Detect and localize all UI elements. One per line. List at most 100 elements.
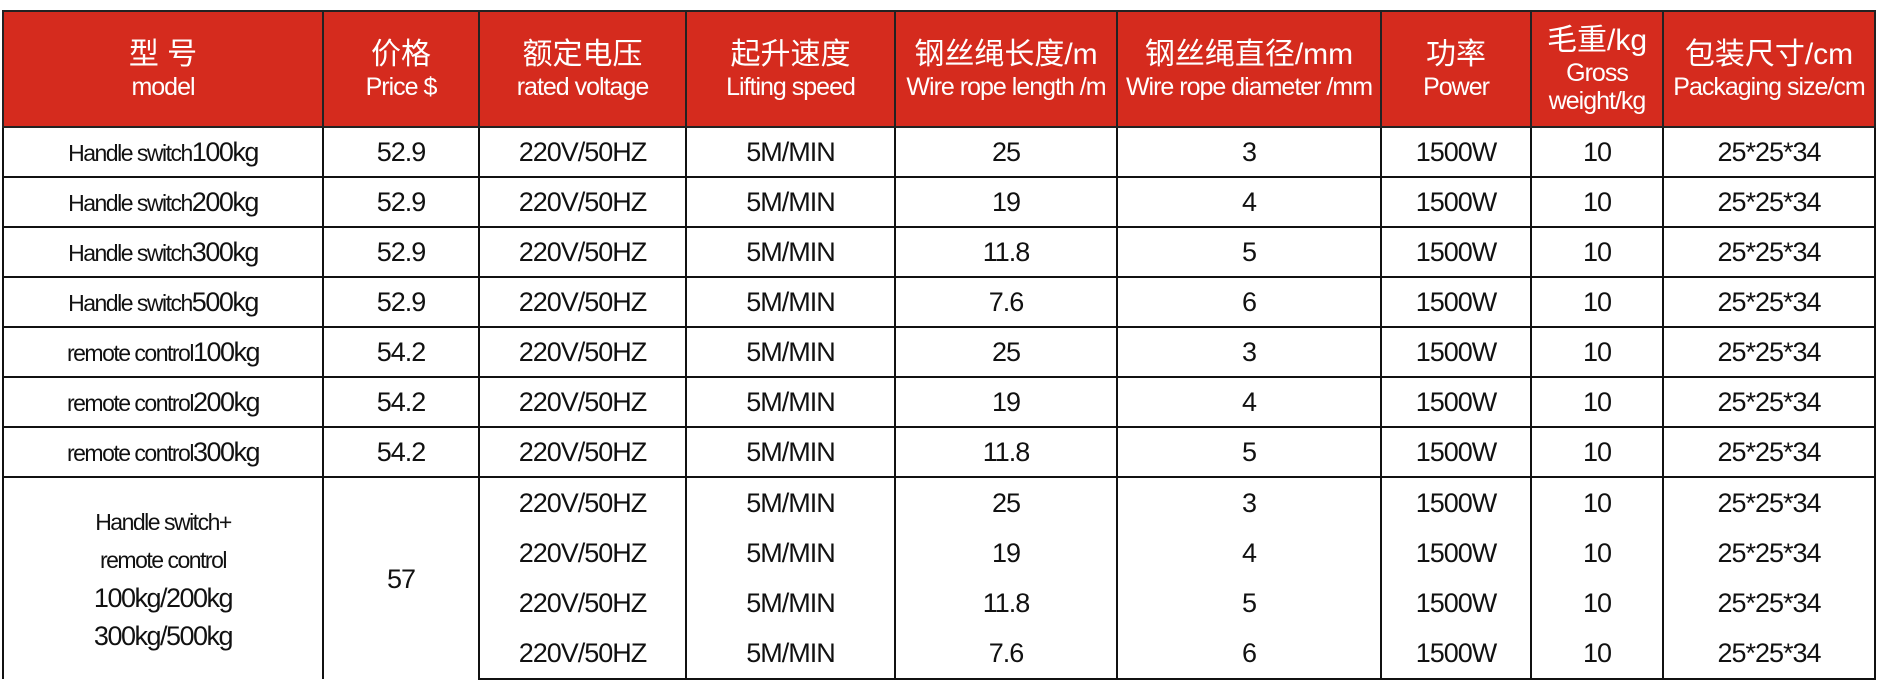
table-row: 220V/50HZ 5M/MIN 7.6 6 1500W 10 25*25*34 bbox=[3, 628, 1876, 680]
cell-length: 25 bbox=[894, 326, 1118, 378]
cell-length: 7.6 bbox=[894, 276, 1118, 328]
cell-speed: 5M/MIN bbox=[685, 426, 896, 478]
cell-speed: 5M/MIN bbox=[685, 326, 896, 378]
cell-weight: 10 bbox=[1530, 628, 1664, 680]
cell-diameter: 5 bbox=[1116, 226, 1382, 278]
cell-weight: 10 bbox=[1530, 226, 1664, 278]
cell-model: Handle switch200kg bbox=[2, 176, 324, 228]
cell-size: 25*25*34 bbox=[1662, 426, 1876, 478]
cell-length: 19 bbox=[894, 528, 1118, 578]
column-header-price: 价格 Price $ bbox=[322, 10, 480, 128]
cell-size: 25*25*34 bbox=[1662, 476, 1876, 528]
cell-diameter: 3 bbox=[1116, 126, 1382, 178]
header-en: model bbox=[131, 73, 195, 101]
cell-diameter: 4 bbox=[1116, 528, 1382, 578]
cell-voltage: 220V/50HZ bbox=[478, 226, 687, 278]
column-header-diameter: 钢丝绳直径/mm Wire rope diameter /mm bbox=[1116, 10, 1382, 128]
table-row: remote control100kg 54.2 220V/50HZ 5M/MIN 25… bbox=[2, 326, 1876, 378]
cell-diameter: 4 bbox=[1116, 376, 1382, 428]
cell-diameter: 3 bbox=[1116, 326, 1382, 378]
cell-weight: 10 bbox=[1530, 376, 1664, 428]
header-row: 型 号 model 价格 Price $ 额定电压 rated voltage 起升速度 Li… bbox=[2, 10, 1876, 128]
cell-size: 25*25*34 bbox=[1662, 276, 1876, 328]
table-row: remote control300kg 54.2 220V/50HZ 5M/MIN 11… bbox=[2, 426, 1876, 478]
cell-size: 25*25*34 bbox=[1662, 226, 1876, 278]
cell-price-combo: 57 bbox=[322, 476, 480, 679]
table-row: Handle switch300kg 52.9 220V/50HZ 5M/MIN 11.… bbox=[2, 226, 1876, 278]
cell-size: 25*25*34 bbox=[1662, 578, 1876, 628]
header-cn: 额定电压 bbox=[522, 38, 643, 71]
cell-power: 1500W bbox=[1380, 578, 1532, 628]
header-cn: 钢丝绳直径/mm bbox=[1144, 38, 1354, 71]
cell-weight: 10 bbox=[1530, 528, 1664, 578]
header-en: Gross weight/kg bbox=[1548, 59, 1647, 115]
cell-speed: 5M/MIN bbox=[685, 126, 896, 178]
cell-weight: 10 bbox=[1530, 426, 1664, 478]
cell-weight: 10 bbox=[1530, 578, 1664, 628]
cell-size: 25*25*34 bbox=[1662, 376, 1876, 428]
cell-model: remote control100kg bbox=[2, 326, 324, 378]
header-cn: 型 号 bbox=[128, 38, 198, 71]
table-row: Handle switch200kg 52.9 220V/50HZ 5M/MIN 19 4… bbox=[2, 176, 1876, 228]
header-en: Wire rope diameter /mm bbox=[1125, 73, 1373, 101]
cell-length: 19 bbox=[894, 376, 1118, 428]
cell-voltage: 220V/50HZ bbox=[478, 326, 687, 378]
cell-model-combo: Handle switch+ remote control 100kg/200kg 3… bbox=[2, 476, 324, 679]
cell-model: Handle switch300kg bbox=[2, 226, 324, 278]
cell-voltage: 220V/50HZ bbox=[478, 376, 687, 428]
header-en: Lifting speed bbox=[726, 73, 856, 101]
cell-power: 1500W bbox=[1380, 326, 1532, 378]
cell-model: Handle switch100kg bbox=[2, 126, 324, 178]
column-header-weight: 毛重/kg Gross weight/kg bbox=[1530, 10, 1664, 128]
header-cn: 包装尺寸/cm bbox=[1684, 38, 1854, 71]
cell-power: 1500W bbox=[1380, 176, 1532, 228]
model-line: remote control bbox=[99, 546, 228, 573]
cell-size: 25*25*34 bbox=[1662, 176, 1876, 228]
model-line: 300kg/500kg bbox=[93, 620, 234, 651]
header-cn: 功率 bbox=[1426, 38, 1486, 71]
header-en: rated voltage bbox=[516, 73, 650, 101]
cell-voltage: 220V/50HZ bbox=[478, 578, 687, 628]
cell-speed: 5M/MIN bbox=[685, 226, 896, 278]
column-header-power: 功率 Power bbox=[1380, 10, 1532, 128]
cell-weight: 10 bbox=[1530, 176, 1664, 228]
cell-length: 11.8 bbox=[894, 426, 1118, 478]
column-header-size: 包装尺寸/cm Packaging size/cm bbox=[1662, 10, 1876, 128]
cell-voltage: 220V/50HZ bbox=[478, 276, 687, 328]
cell-size: 25*25*34 bbox=[1662, 528, 1876, 578]
column-header-model: 型 号 model bbox=[2, 10, 324, 128]
cell-diameter: 6 bbox=[1116, 276, 1382, 328]
column-header-speed: 起升速度 Lifting speed bbox=[685, 10, 896, 128]
cell-power: 1500W bbox=[1380, 376, 1532, 428]
cell-diameter: 4 bbox=[1116, 176, 1382, 228]
cell-speed: 5M/MIN bbox=[685, 578, 896, 628]
spec-table: 型 号 model 价格 Price $ 额定电压 rated voltage 起升速度 Li… bbox=[2, 10, 1876, 680]
cell-model: remote control200kg bbox=[2, 376, 324, 428]
header-cn: 价格 bbox=[371, 38, 431, 71]
cell-length: 11.8 bbox=[894, 578, 1118, 628]
cell-length: 25 bbox=[894, 126, 1118, 178]
cell-voltage: 220V/50HZ bbox=[478, 126, 687, 178]
cell-diameter: 6 bbox=[1116, 628, 1382, 680]
cell-diameter: 3 bbox=[1116, 476, 1382, 528]
cell-model: remote control300kg bbox=[2, 426, 324, 478]
cell-speed: 5M/MIN bbox=[685, 528, 896, 578]
model-line: 100kg/200kg bbox=[93, 582, 234, 613]
column-header-length: 钢丝绳长度/m Wire rope length /m bbox=[894, 10, 1118, 128]
table-row: Handle switch500kg 52.9 220V/50HZ 5M/MIN 7.6… bbox=[2, 276, 1876, 328]
cell-power: 1500W bbox=[1380, 628, 1532, 680]
table-row: Handle switch+ remote control 100kg/200kg 3… bbox=[2, 476, 1876, 679]
cell-power: 1500W bbox=[1380, 126, 1532, 178]
cell-weight: 10 bbox=[1530, 276, 1664, 328]
cell-length: 7.6 bbox=[894, 628, 1118, 680]
column-header-voltage: 额定电压 rated voltage bbox=[478, 10, 687, 128]
header-en: Power bbox=[1423, 73, 1490, 101]
cell-speed: 5M/MIN bbox=[685, 176, 896, 228]
table-row: 220V/50HZ 5M/MIN 19 4 1500W 10 25*25*34 bbox=[3, 528, 1876, 578]
cell-diameter: 5 bbox=[1116, 426, 1382, 478]
cell-speed: 5M/MIN bbox=[685, 376, 896, 428]
table-row: remote control200kg 54.2 220V/50HZ 5M/MIN 19… bbox=[2, 376, 1876, 428]
cell-speed: 5M/MIN bbox=[685, 628, 896, 680]
cell-diameter: 5 bbox=[1116, 578, 1382, 628]
cell-weight: 10 bbox=[1530, 476, 1664, 528]
